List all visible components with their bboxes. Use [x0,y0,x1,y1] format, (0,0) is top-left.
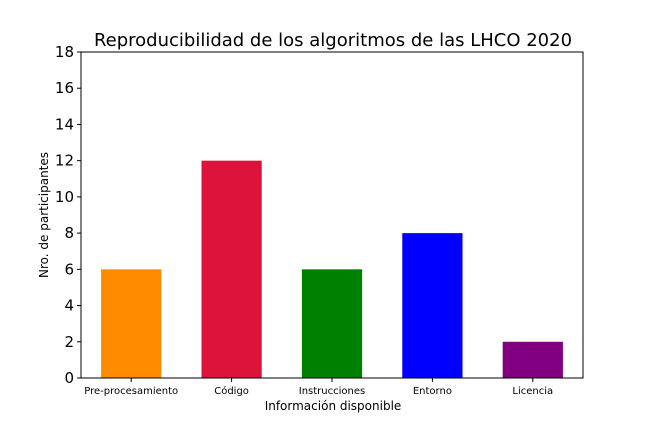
bar-licencia [502,341,563,378]
y-tick-label: 0 [64,369,74,387]
y-tick-label: 18 [55,43,74,61]
x-tick-label: Entorno [413,386,452,397]
y-tick-label: 16 [55,79,74,97]
y-axis-label: Nro. de participantes [37,152,51,278]
chart-title: Reproducibilidad de los algoritmos de la… [94,30,572,51]
x-axis-label: Información disponible [265,399,402,413]
x-tick-label: Licencia [512,386,553,397]
y-tick-label: 14 [55,115,74,133]
y-tick-label: 6 [64,260,74,278]
x-tick-label: Código [214,385,249,397]
y-tick-label: 4 [64,297,74,315]
x-tick-label: Pre-procesamiento [84,386,178,397]
y-tick-label: 10 [55,188,74,206]
plot-area: Pre-procesamiento Código Instrucciones Ento… [55,43,584,397]
y-tick-label: 2 [64,333,74,351]
axes-frame [80,51,584,379]
x-tick-label: Instrucciones [299,386,365,397]
y-tick-label: 12 [55,152,74,170]
bar-entorno [402,233,463,378]
bar-c-digo [201,160,262,378]
y-tick-label: 8 [64,224,74,242]
bar-instrucciones [301,269,363,378]
bar-pre-procesamiento [101,269,162,378]
